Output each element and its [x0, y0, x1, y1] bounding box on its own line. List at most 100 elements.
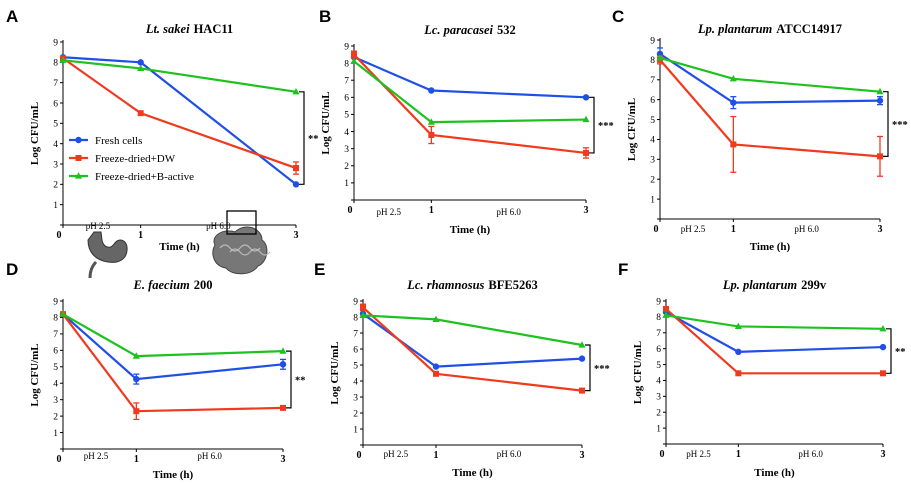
y-tick-label: 8	[53, 59, 58, 69]
panel-f: F Lp. plantarum 299v 1 2 3 4 5 6 7 8 9 0 1 3 pH 2.5 pH 6…	[618, 260, 906, 479]
significance-label: ***	[892, 120, 908, 131]
x-axis-title: Time (h)	[450, 224, 491, 236]
ph-label-neutral: pH 6.0	[798, 449, 823, 459]
panel-letter: B	[319, 7, 331, 26]
panel-title: Lc. paracasei 532	[423, 23, 515, 37]
significance-label: ***	[598, 121, 614, 132]
x-tick-label: 0	[357, 450, 362, 461]
ph-label-acid: pH 2.5	[86, 221, 111, 231]
data-point	[583, 149, 589, 156]
series-line	[362, 306, 583, 392]
data-point	[132, 352, 140, 359]
legend-marker	[75, 136, 82, 144]
y-tick-label: 8	[53, 314, 58, 324]
panel-letter: F	[618, 260, 628, 279]
data-point	[133, 408, 140, 415]
series-triangle	[59, 56, 300, 95]
data-point	[582, 94, 590, 101]
data-point	[280, 404, 286, 411]
x-tick-label: 3	[878, 224, 883, 235]
data-point	[880, 370, 886, 377]
y-tick-label: 9	[344, 42, 349, 52]
series-line	[362, 314, 583, 347]
title-species: Lt. sakei	[145, 22, 190, 36]
y-tick-label: 1	[656, 424, 661, 434]
data-point	[879, 325, 887, 332]
legend-marker	[75, 155, 82, 161]
series-circle	[662, 308, 887, 356]
series-square	[663, 305, 886, 377]
data-point	[876, 97, 884, 104]
intestine-fold	[229, 248, 251, 256]
x-tick-label: 3	[281, 454, 286, 465]
data-point	[877, 153, 883, 160]
y-tick-label: 2	[53, 412, 58, 422]
y-tick-label: 6	[53, 347, 58, 357]
series-line	[665, 314, 884, 330]
title-species: Lp. plantarum	[697, 22, 773, 36]
intestine-body	[212, 226, 268, 275]
y-tick-label: 5	[650, 116, 655, 126]
y-tick-label: 2	[53, 181, 58, 191]
y-tick-label: 8	[656, 313, 661, 323]
y-tick-label: 7	[53, 79, 58, 89]
panel-c: C Lp. plantarum ATCC14917 1 2 3 4 5 6 7 8 9 0 1 3 pH 2.…	[612, 7, 908, 253]
y-tick-label: 4	[53, 380, 58, 390]
series-line	[62, 313, 284, 358]
series-line	[665, 308, 883, 375]
y-tick-label: 3	[344, 145, 349, 155]
y-axis-title: Log CFU/mL	[632, 341, 644, 404]
x-tick-label: 0	[660, 449, 665, 460]
data-point	[360, 304, 366, 311]
y-tick-label: 6	[353, 345, 358, 355]
series-line	[659, 53, 881, 104]
y-tick-label: 6	[656, 345, 661, 355]
data-point	[427, 118, 435, 125]
ph-label-neutral: pH 6.0	[496, 207, 521, 217]
data-point	[735, 348, 742, 356]
y-tick-label: 1	[344, 179, 349, 189]
x-axis-title: Time (h)	[452, 467, 493, 479]
y-tick-label: 6	[344, 94, 349, 104]
panel-title: Lp. plantarum 299v	[722, 278, 827, 292]
data-point	[137, 110, 144, 117]
y-tick-label: 9	[53, 38, 58, 48]
y-tick-label: 4	[353, 377, 358, 387]
series-line	[665, 311, 884, 353]
title-strain: 299v	[801, 278, 827, 292]
y-tick-label: 1	[650, 195, 655, 205]
y-tick-label: 9	[650, 36, 655, 46]
data-point	[735, 370, 742, 377]
data-point	[578, 355, 586, 362]
significance-label: ***	[594, 364, 610, 375]
series-square	[60, 311, 286, 421]
series-circle	[656, 47, 884, 110]
y-tick-label: 9	[53, 297, 58, 307]
series-square	[351, 50, 589, 159]
data-point	[428, 131, 435, 138]
y-tick-label: 1	[353, 425, 358, 435]
ph-label-neutral: pH 6.0	[197, 451, 222, 461]
x-tick-label: 1	[138, 230, 143, 241]
data-point	[876, 87, 884, 95]
data-point	[279, 347, 287, 354]
y-tick-label: 4	[656, 377, 661, 387]
series-line	[62, 56, 297, 186]
y-tick-label: 6	[53, 99, 58, 109]
ph-label-acid: pH 2.5	[686, 449, 711, 459]
data-point	[137, 59, 144, 66]
data-point	[433, 370, 439, 377]
y-tick-label: 7	[656, 329, 661, 339]
data-point	[578, 341, 586, 348]
y-tick-label: 3	[656, 393, 661, 403]
title-strain: BFE5263	[488, 278, 537, 292]
panel-title: E. faecium 200	[133, 278, 213, 292]
data-point	[656, 54, 664, 61]
y-tick-label: 4	[650, 136, 655, 146]
data-point	[432, 363, 440, 370]
y-tick-label: 7	[353, 329, 358, 339]
legend-entry-label: Fresh cells	[95, 135, 142, 147]
y-tick-label: 3	[353, 393, 358, 403]
series-triangle	[59, 310, 287, 359]
y-axis-title: Log CFU/mL	[329, 341, 341, 404]
